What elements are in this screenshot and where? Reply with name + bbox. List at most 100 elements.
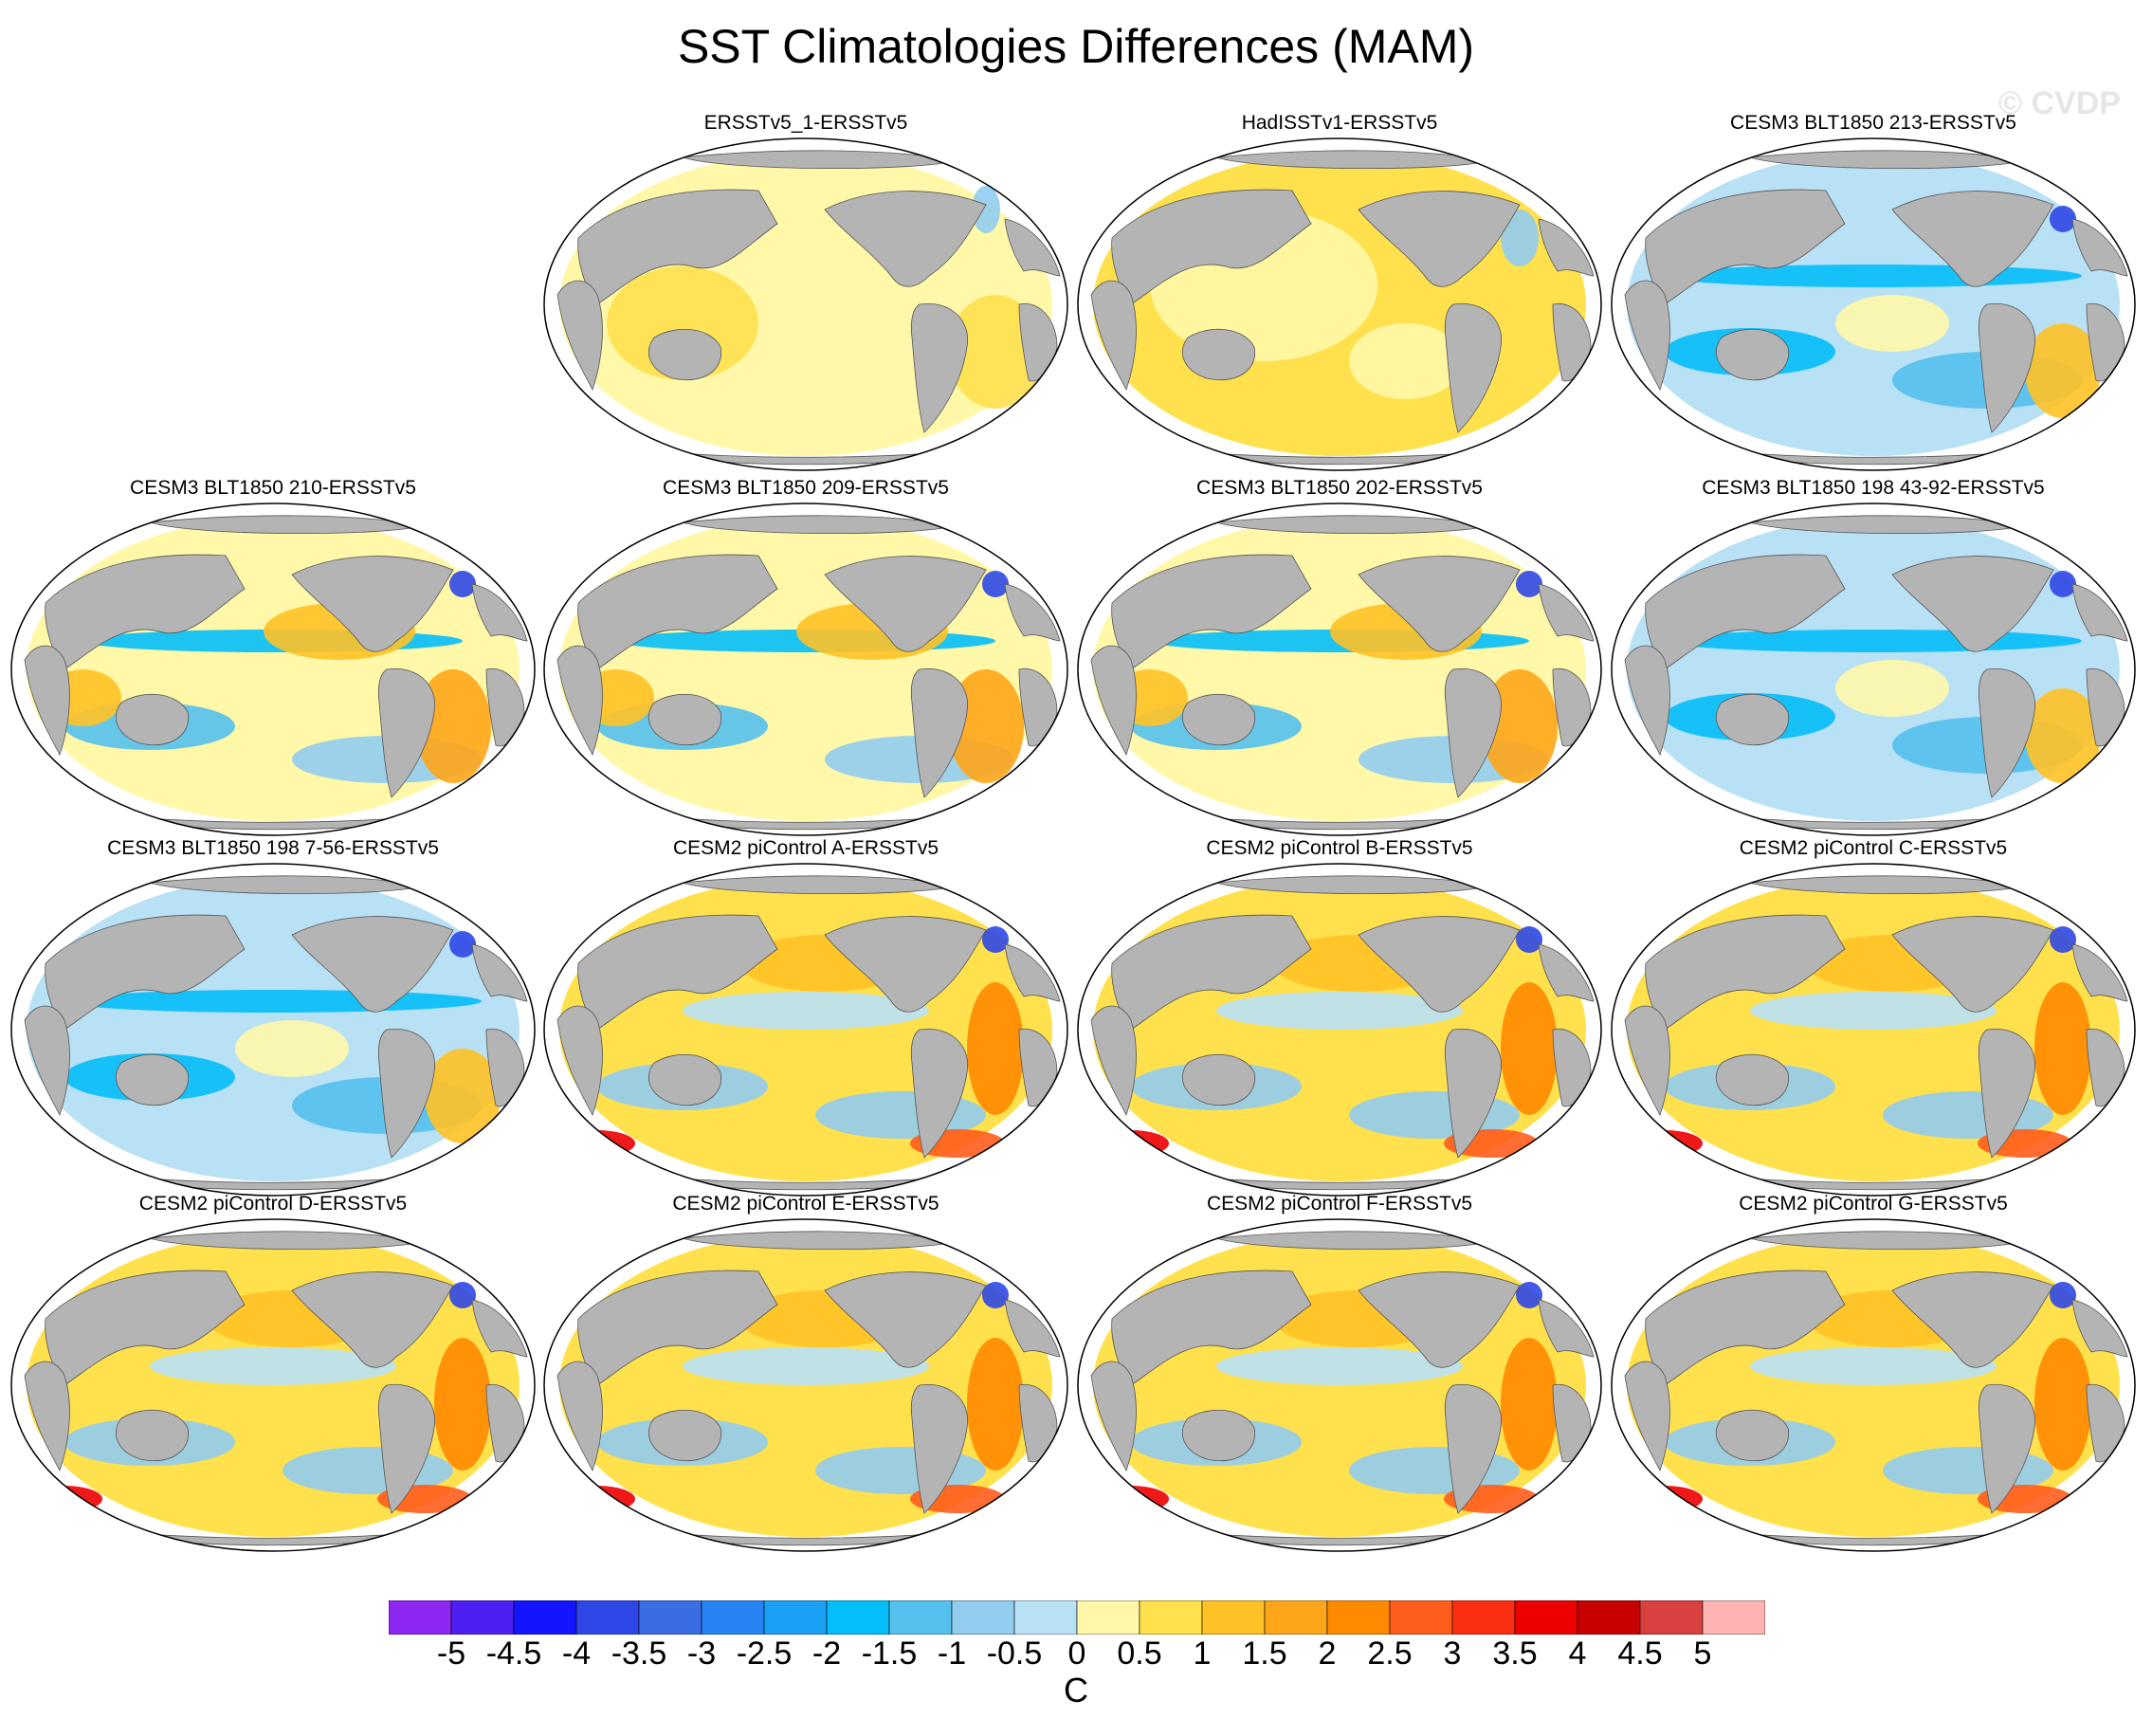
sst-anomaly-region [559,1486,635,1512]
land-mass [910,1383,969,1514]
land-mass [1004,583,1061,642]
world-map [10,863,536,1197]
panel-title: ERSSTv5_1-ERSSTv5 [703,112,908,134]
colorbar-tick: -3.5 [611,1635,667,1672]
map-panel-grid: ERSSTv5_1-ERSSTv5 HadISSTv1-ERSSTv5 CESM3 … [8,112,2139,1552]
sst-anomaly-region [1750,992,1997,1030]
sst-anomaly-region [967,982,1024,1115]
colorbar-swatch [1326,1600,1391,1635]
land-mass [1181,1053,1256,1106]
land-mass [1715,328,1790,381]
sst-anomaly-region [425,1049,501,1143]
colorbar-tick: 0.5 [1117,1635,1162,1672]
map-frame [543,1218,1068,1552]
colorbar-swatch [575,1600,640,1635]
sst-anomaly-region [982,926,1009,953]
map-frame [1077,503,1602,836]
map-frame [10,1218,536,1552]
land-mass [824,916,987,1013]
land-mass [471,943,528,1002]
sst-anomaly-region [235,1020,349,1077]
land-mass [1444,1383,1503,1514]
sst-anomaly-region [27,1486,102,1512]
land-mass [910,667,969,798]
colorbar-swatch [1389,1600,1453,1635]
land-mass [1181,1409,1256,1462]
land-mass [2071,583,2128,642]
sst-anomaly-region [1516,1282,1542,1308]
colorbar-swatch [1139,1600,1203,1635]
colorbar-tick: -2.5 [736,1635,793,1672]
land-mass [24,1361,70,1472]
sst-anomaly-region [559,1130,635,1157]
land-mass [1978,1028,2036,1159]
sst-anomaly-region [1665,630,2082,652]
colorbar-tick: 5 [1693,1635,1712,1672]
land-mass [1358,556,1521,652]
land-mass [1891,916,2054,1013]
land-mass [556,280,603,392]
land-mass [471,583,528,642]
world-map [1077,1218,1602,1552]
panel-title: CESM3 BLT1850 198 7-56-ERSSTv5 [107,837,439,859]
land-mass [1538,1299,1595,1358]
map-panel: CESM3 BLT1850 210-ERSSTv5 [8,474,538,836]
land-mass [824,1271,987,1368]
map-frame [1611,503,2136,836]
land-mass [2071,1299,2128,1358]
colorbar-swatch [1577,1600,1641,1635]
land-mass [556,1361,603,1472]
map-panel: CESM2 piControl B-ERSSTv5 [1074,834,1605,1197]
map-frame [1611,1218,2136,1552]
colorbar-tick: -2 [812,1635,842,1672]
world-map [10,503,536,836]
map-frame [543,863,1068,1197]
map-frame [10,503,536,836]
map-panel: CESM2 piControl G-ERSSTv5 [1608,1190,2139,1552]
sst-anomaly-region [2025,688,2101,783]
sst-anomaly-region [1093,1486,1169,1512]
sst-anomaly-region [2034,1338,2091,1471]
colorbar-tick: -4 [561,1635,592,1672]
sst-anomaly-region [2025,323,2101,418]
panel-title: CESM3 BLT1850 213-ERSSTv5 [1730,112,2016,134]
map-frame [543,503,1068,836]
map-frame [1611,137,2136,471]
sst-anomaly-region [150,1347,396,1385]
sst-anomaly-region [2050,926,2076,953]
land-mass [1624,645,1670,757]
sst-anomaly-region [1216,1347,1463,1385]
land-mass [1444,302,1503,433]
land-mass [647,328,722,381]
colorbar-swatch [1702,1600,1765,1635]
land-mass [910,302,969,433]
sst-anomaly-region [967,1338,1024,1471]
world-map [1611,863,2136,1197]
land-mass [647,1053,722,1106]
sst-anomaly-region [2050,1282,2076,1308]
panel-title: CESM3 BLT1850 209-ERSSTv5 [663,477,949,499]
sst-anomaly-region [1516,571,1542,597]
land-mass [1090,280,1137,392]
land-mass [1444,667,1503,798]
sst-anomaly-region [1501,1338,1558,1471]
land-mass [471,1299,528,1358]
sst-anomaly-region [1627,1130,1703,1157]
colorbar-swatch [826,1600,890,1635]
colorbar-swatch [638,1600,702,1635]
sst-anomaly-region [982,1282,1009,1308]
sst-anomaly-region [1750,1347,1997,1385]
land-mass [377,667,436,798]
colorbar-tick: 2 [1318,1635,1337,1672]
panel-title: CESM2 piControl F-ERSSTv5 [1206,1193,1473,1215]
colorbar-swatch [763,1600,828,1635]
colorbar-tick: -0.5 [986,1635,1043,1672]
colorbar-tick: 3 [1443,1635,1462,1672]
land-mass [1978,667,2036,798]
sst-anomaly-region [683,992,929,1030]
land-mass [1358,191,1521,287]
land-mass [647,1409,722,1462]
land-mass [1090,1005,1137,1117]
sst-anomaly-region [1501,210,1539,266]
world-map [1611,503,2136,836]
